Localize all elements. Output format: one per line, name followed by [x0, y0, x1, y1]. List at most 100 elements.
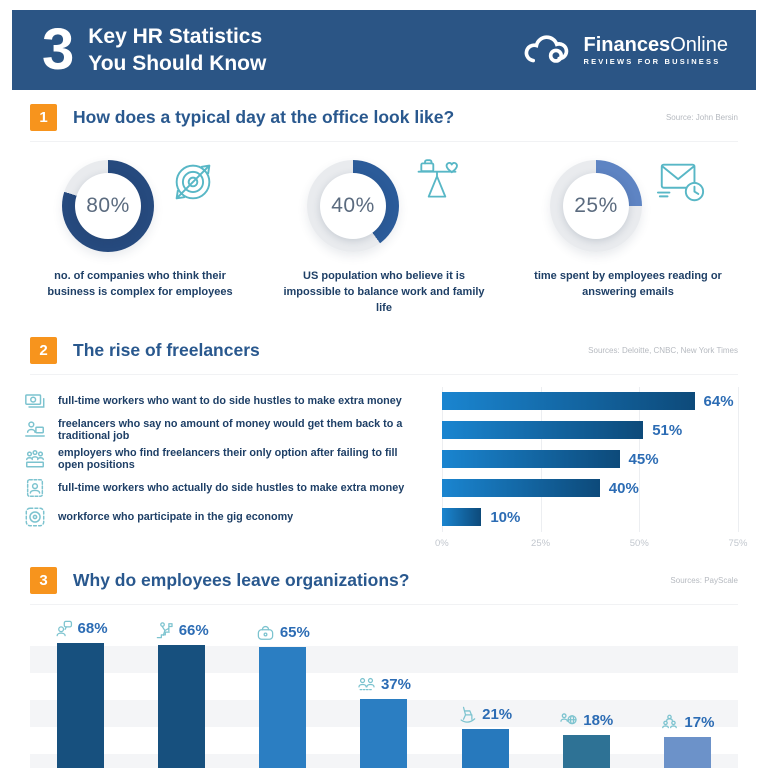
logo-brand-light: Online — [670, 33, 728, 56]
supervisor-icon — [357, 675, 376, 694]
bar — [663, 736, 711, 768]
bar-value-label: 37% — [380, 676, 411, 694]
gig-economy-icon — [24, 506, 46, 528]
freelancer-item-label: employers who find freelancers their onl… — [58, 447, 398, 472]
bar-value-label: 17% — [684, 713, 715, 731]
leave-reasons-bar-chart: 68% 66% 65% 37% 21% — [30, 618, 738, 768]
logo-tagline: REVIEWS FOR BUSINESS — [583, 56, 721, 66]
bar-row: 10% — [441, 503, 738, 532]
bar — [441, 450, 620, 469]
section-number-badge: 2 — [30, 336, 57, 364]
gridline — [738, 386, 739, 532]
donut-chart: 80% — [62, 160, 154, 252]
bar-value-row: 65% — [256, 623, 310, 642]
bar — [259, 646, 307, 768]
org-uncertainty-icon — [660, 713, 679, 732]
donut-stat: 25% time spent by employees reading or a… — [506, 156, 750, 317]
bar — [562, 735, 610, 768]
section-why-employees-leave: 3 Why do employees leave organizations? … — [12, 553, 756, 768]
bar — [158, 645, 206, 768]
header-banner: 3 Key HR Statistics You Should Know Fina… — [12, 10, 756, 90]
x-axis-tick: 50% — [629, 537, 649, 549]
section-3-header: 3 Why do employees leave organizations? … — [30, 553, 738, 605]
donut-row: 80% no. of companies who think their bus… — [18, 156, 750, 317]
logo-brand-text: FinancesOnline — [583, 34, 728, 56]
bar-value-row: 68% — [54, 619, 108, 638]
freelancer-list-item: full-time workers who want to do side hu… — [24, 387, 424, 416]
bar — [441, 392, 695, 411]
bar-value-label: 18% — [583, 712, 614, 730]
bar-value-row: 21% — [458, 705, 512, 724]
section-title: How does a typical day at the office loo… — [73, 107, 455, 127]
bar-column: 18% — [536, 619, 637, 768]
bar-row: 64% — [441, 387, 738, 416]
bar — [441, 421, 644, 440]
section-rise-of-freelancers: 2 The rise of freelancers Sources: Deloi… — [12, 323, 756, 549]
header-big-number: 3 — [42, 16, 74, 82]
x-axis-tick: 25% — [531, 537, 551, 549]
section-source: Source: John Bersin — [665, 113, 738, 122]
employers-group-icon — [24, 448, 46, 470]
bar-value-label: 51% — [652, 421, 683, 439]
logo-brand-bold: Finances — [583, 33, 671, 56]
section-1-header: 1 How does a typical day at the office l… — [30, 90, 738, 142]
donut-chart: 25% — [550, 160, 642, 252]
work-life-balance-icon — [413, 156, 461, 204]
freelancer-list-item: employers who find freelancers their onl… — [24, 445, 424, 474]
donut-stat: 40% US population who believe it is impo… — [262, 156, 506, 317]
freelancer-list-item: freelancers who say no amount of money w… — [24, 416, 424, 445]
donut-caption: US population who believe it is impossib… — [283, 270, 485, 314]
bar — [441, 508, 482, 527]
bar-value-label: 68% — [77, 619, 108, 637]
bar — [57, 642, 105, 768]
bar-value-label: 66% — [178, 622, 209, 640]
freelancer-list-item: workforce who participate in the gig eco… — [24, 503, 424, 532]
donut-caption: no. of companies who think their busines… — [47, 270, 233, 298]
freelancer-bar-chart: 0% 25% 50% 75% 64% 51% 45% 40% 10% — [435, 386, 748, 549]
bar-value-label: 10% — [490, 508, 521, 526]
rocking-chair-icon — [458, 705, 477, 724]
donut-value: 40% — [331, 194, 375, 217]
bar-column: 68% — [30, 619, 131, 768]
money-cash-icon — [24, 390, 46, 412]
freelancer-desk-icon — [24, 419, 46, 441]
freelancer-item-label: full-time workers who actually do side h… — [58, 482, 405, 495]
finances-online-logo[interactable]: FinancesOnline REVIEWS FOR BUSINESS — [521, 32, 728, 68]
bar-row: 40% — [441, 474, 738, 503]
freelancer-item-label: workforce who participate in the gig eco… — [58, 511, 294, 524]
freelancer-item-label: freelancers who say no amount of money w… — [58, 418, 403, 443]
donut-caption: time spent by employees reading or answe… — [534, 270, 722, 298]
bar-column: 65% — [232, 619, 333, 768]
section-2-header: 2 The rise of freelancers Sources: Deloi… — [30, 323, 738, 375]
career-climb-icon — [155, 621, 174, 640]
freelancer-item-label: full-time workers who want to do side hu… — [58, 395, 402, 408]
bar-column: 21% — [435, 619, 536, 768]
x-axis-tick: 75% — [728, 537, 748, 549]
donut-stat: 80% no. of companies who think their bus… — [18, 156, 262, 317]
bar-value-label: 21% — [482, 706, 513, 724]
bar-value-label: 45% — [628, 450, 659, 468]
section-title: The rise of freelancers — [73, 339, 260, 360]
gridline — [639, 386, 641, 532]
bar-row: 45% — [441, 445, 738, 474]
bar-row: 51% — [441, 416, 738, 445]
bar-value-row: 18% — [559, 711, 613, 730]
section-source: Sources: PayScale — [670, 575, 738, 585]
freelancer-stat-list: full-time workers who want to do side hu… — [24, 387, 424, 549]
donut-value: 25% — [574, 194, 618, 217]
person-chat-icon — [54, 619, 73, 638]
bar — [441, 479, 600, 498]
bar-value-label: 65% — [279, 623, 310, 641]
bar — [360, 699, 408, 768]
section-typical-day: 1 How does a typical day at the office l… — [12, 90, 756, 317]
freelancer-list-item: full-time workers who actually do side h… — [24, 474, 424, 503]
bar-value-row: 37% — [357, 675, 411, 694]
bar-value-row: 66% — [155, 621, 209, 640]
section-title: Why do employees leave organizations? — [73, 569, 410, 590]
vbar-plot-area: 68% 66% 65% 37% 21% — [30, 618, 738, 768]
bar-column: 66% — [131, 619, 232, 768]
header-title: Key HR Statistics You Should Know — [88, 23, 266, 78]
section-number-badge: 3 — [30, 566, 57, 594]
worker-badge-icon — [24, 477, 46, 499]
